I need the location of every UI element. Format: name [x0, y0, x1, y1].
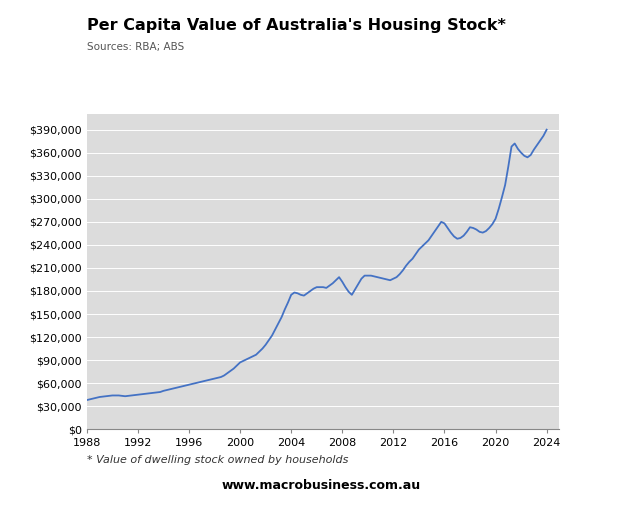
Text: MACRO
BUSINESS: MACRO BUSINESS [565, 24, 634, 54]
Text: Sources: RBA; ABS: Sources: RBA; ABS [87, 42, 184, 52]
Text: Per Capita Value of Australia's Housing Stock*: Per Capita Value of Australia's Housing … [87, 18, 505, 33]
Text: * Value of dwelling stock owned by households: * Value of dwelling stock owned by house… [87, 455, 348, 465]
Text: www.macrobusiness.com.au: www.macrobusiness.com.au [222, 479, 421, 492]
